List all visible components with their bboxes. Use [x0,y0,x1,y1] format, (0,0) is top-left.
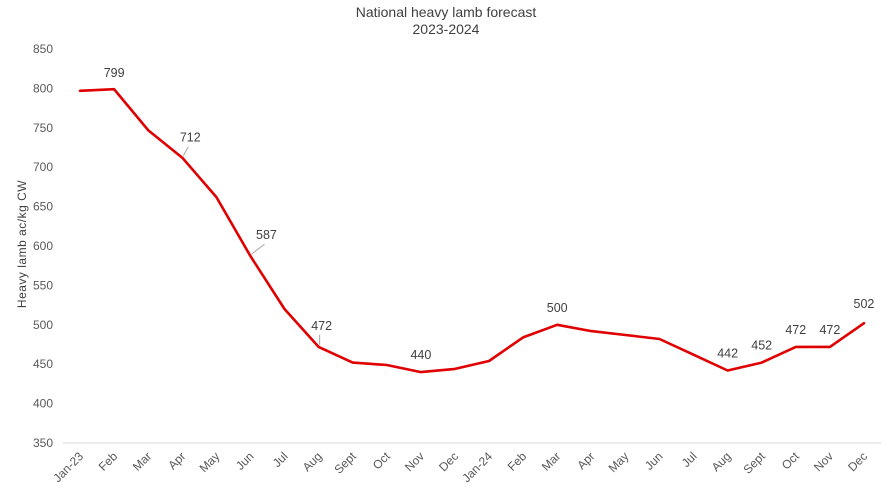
data-label: 799 [104,66,125,80]
x-tick-label: Jun [233,449,257,473]
x-tick-label: Dec [845,449,870,474]
data-label: 472 [311,319,332,333]
y-tick-label: 400 [33,397,53,411]
x-tick-label: Jul [270,449,291,470]
data-label: 587 [256,228,277,242]
data-label: 502 [854,297,875,311]
chart-subtitle: 2023-2024 [413,21,480,37]
label-leader-line [182,146,189,156]
x-tick-label: Sept [740,449,768,477]
x-tick-label: Oct [370,449,394,473]
y-tick-label: 550 [33,278,53,292]
x-tick-label: May [197,449,223,475]
x-tick-label: Jul [679,449,700,470]
y-tick-label: 650 [33,200,53,214]
x-tick-label: Aug [300,449,325,474]
y-tick-labels: 350 400 450 500 550 600 650 700 750 800 850 [33,42,53,450]
y-tick-label: 500 [33,318,53,332]
x-tick-label: Mar [539,449,564,474]
y-tick-label: 450 [33,357,53,371]
data-label: 452 [751,339,772,353]
x-tick-label: Mar [130,449,155,474]
chart-title: National heavy lamb forecast [356,4,537,20]
x-tick-label: May [606,449,632,475]
label-leader-line [251,243,265,255]
y-tick-label: 600 [33,239,53,253]
data-label: 712 [180,131,201,145]
y-tick-label: 800 [33,81,53,95]
data-labels: 799 712 587 472 440 500 442 452 472 472 502 [104,66,875,362]
series-line [78,87,866,374]
x-tick-label: Dec [436,449,461,474]
x-tick-label: Feb [96,449,121,474]
y-axis-label: Heavy lamb ac/kg CW [15,180,29,308]
x-tick-label: Nov [402,449,427,474]
x-tick-label: Jun [642,449,666,473]
x-tick-label: Nov [811,449,836,474]
series-layer [78,87,866,374]
y-tick-label: 750 [33,121,53,135]
x-tick-label: Aug [709,449,734,474]
y-tick-label: 850 [33,42,53,56]
data-label: 500 [547,301,568,315]
x-tick-label: Apr [165,449,188,472]
data-label: 472 [785,323,806,337]
data-label: 440 [410,348,431,362]
y-tick-label: 350 [33,436,53,450]
x-tick-label: Oct [779,449,803,473]
x-tick-label: Jan-24 [459,449,495,485]
x-tick-label: Apr [574,449,597,472]
x-tick-label: Feb [505,449,530,474]
y-tick-label: 700 [33,160,53,174]
x-tick-labels: Jan-23 Feb Mar Apr May Jun Jul Aug Sept Oct Nov Dec… [50,449,870,485]
data-label: 472 [819,323,840,337]
data-label: 442 [717,347,738,361]
x-tick-label: Sept [331,449,359,477]
x-tick-label: Jan-23 [50,449,86,485]
